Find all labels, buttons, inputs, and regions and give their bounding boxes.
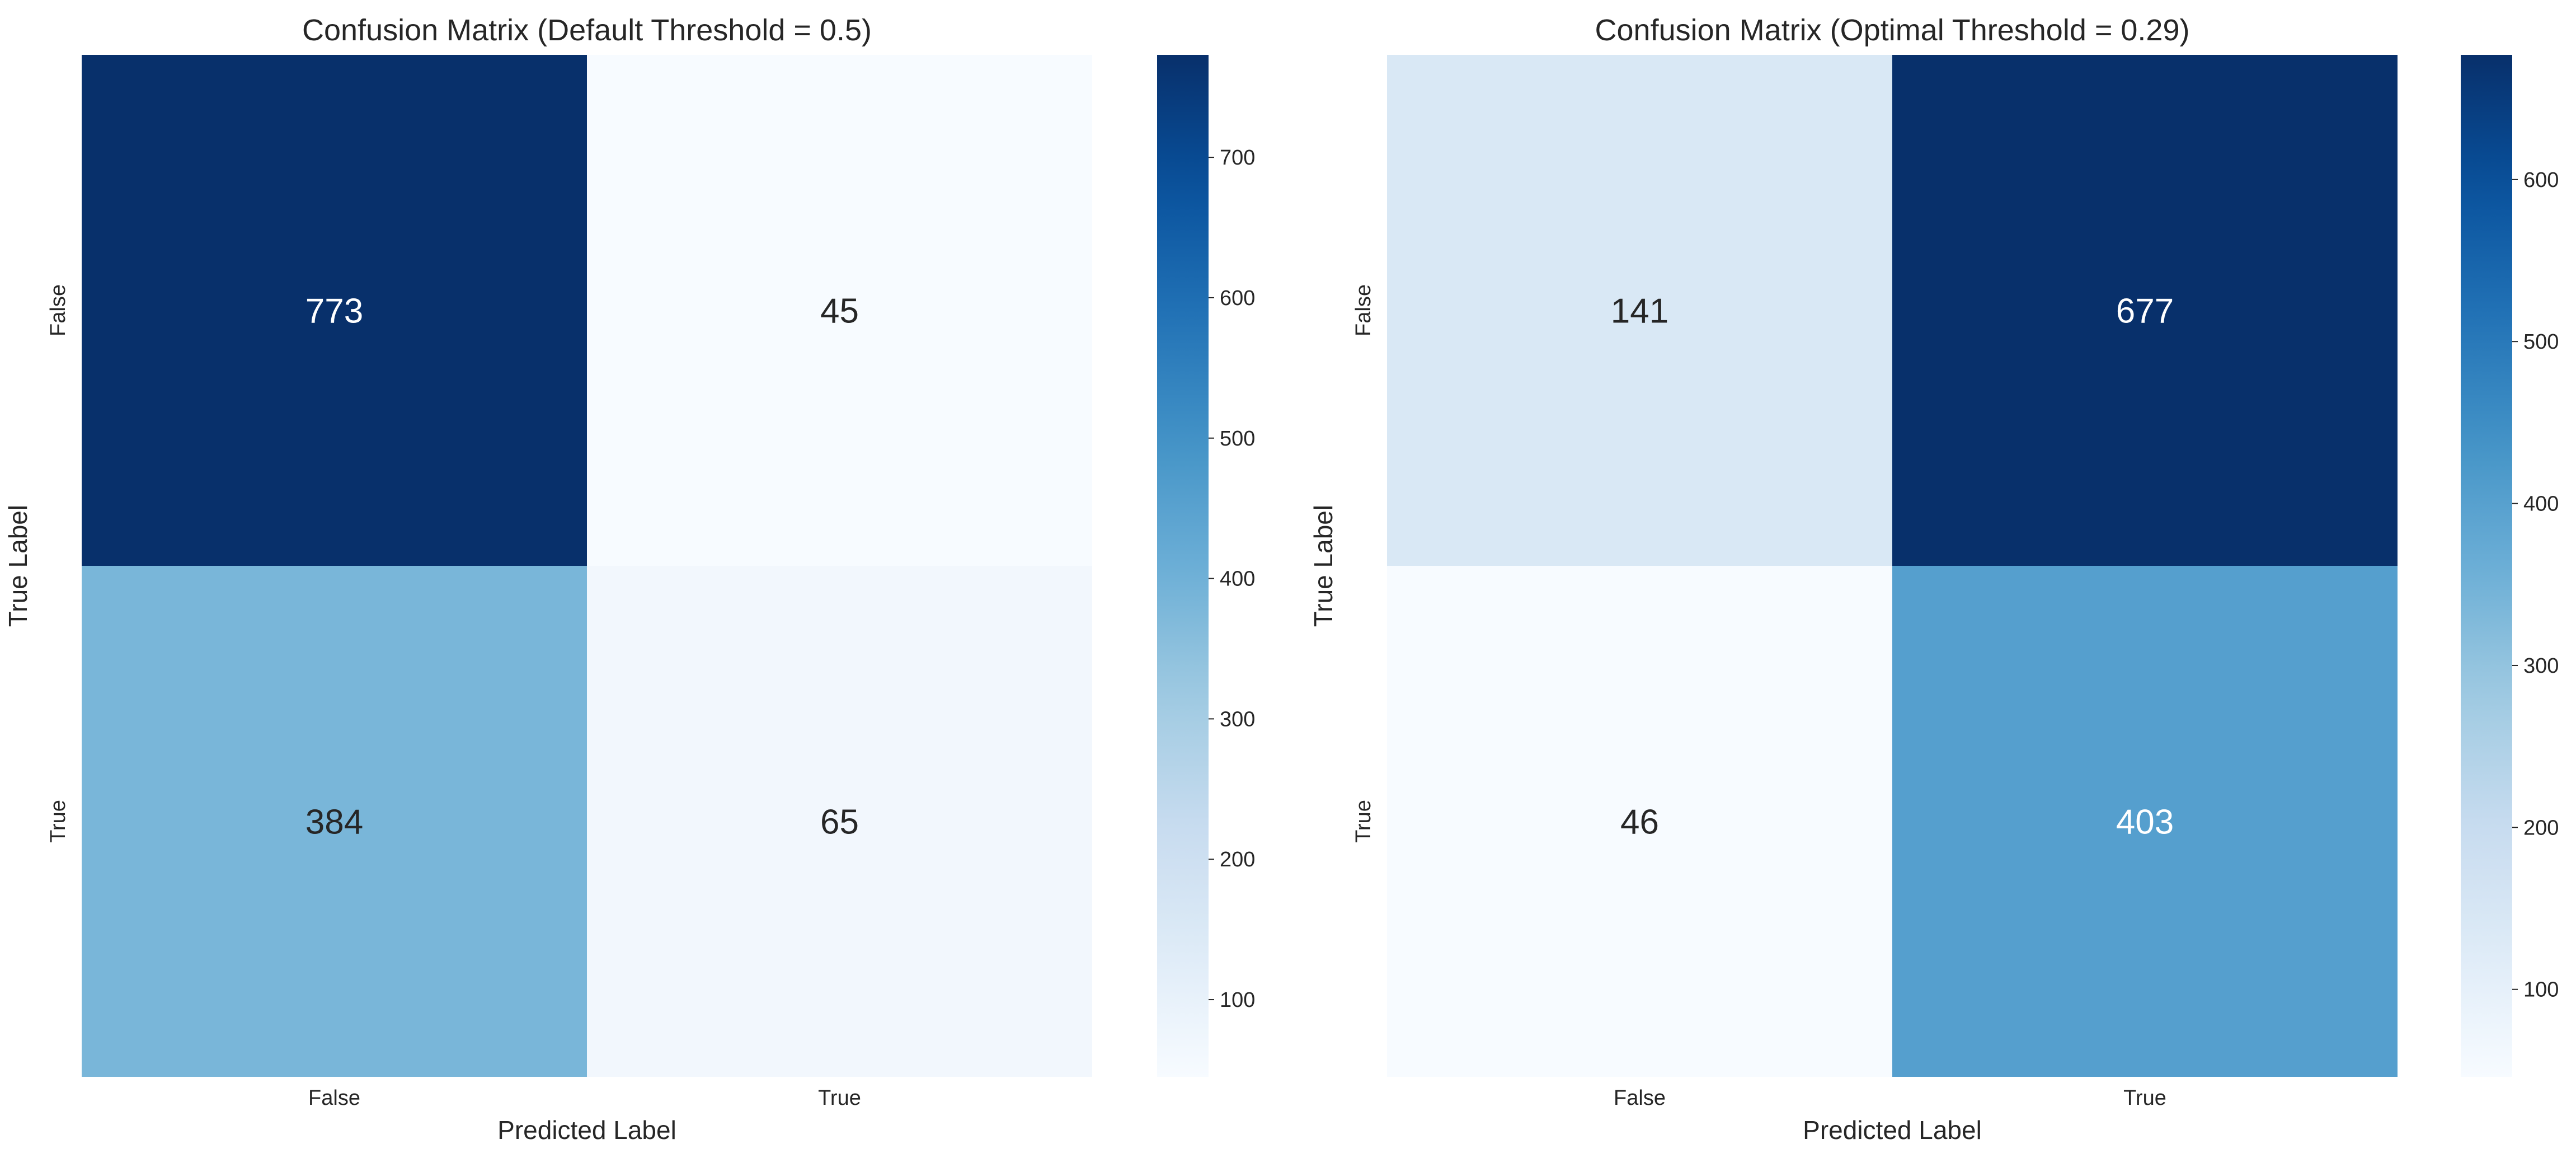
- y-tick-label: False: [1352, 284, 1375, 336]
- cell-value-label: 677: [2116, 292, 2174, 331]
- colorbar-tick-label: 200: [1220, 848, 1255, 871]
- colorbar-tick-label: 500: [1220, 427, 1255, 451]
- heatmap-panel-1: Confusion Matrix (Default Threshold = 0.…: [3, 13, 1255, 1145]
- colorbar: [1157, 55, 1209, 1077]
- heatmap-cell: [1892, 55, 2398, 566]
- chart-title: Confusion Matrix (Default Threshold = 0.…: [302, 13, 872, 47]
- y-axis-label: True Label: [1309, 505, 1338, 627]
- colorbar-tick-label: 600: [1220, 287, 1255, 310]
- x-axis-label: Predicted Label: [497, 1115, 676, 1145]
- x-tick-label: True: [2123, 1086, 2166, 1110]
- cell-value-label: 384: [305, 803, 363, 842]
- colorbar-tick-label: 400: [2523, 493, 2559, 516]
- heatmap-cell: [1387, 566, 1892, 1077]
- colorbar-tick-label: 300: [1220, 707, 1255, 731]
- cell-value-label: 46: [1620, 803, 1659, 842]
- cell-value-label: 45: [820, 292, 859, 331]
- colorbar-tick-label: 300: [2523, 654, 2559, 678]
- heatmap-cell: [1892, 566, 2398, 1077]
- heatmap-cell: [587, 55, 1092, 566]
- colorbar-tick-label: 100: [2523, 978, 2559, 1002]
- heatmap-cell: [587, 566, 1092, 1077]
- y-axis-label: True Label: [3, 505, 32, 627]
- colorbar-tick-label: 600: [2523, 168, 2559, 192]
- colorbar-tick-label: 100: [1220, 988, 1255, 1012]
- x-tick-label: False: [1614, 1086, 1666, 1110]
- colorbar-tick-label: 400: [1220, 568, 1255, 591]
- cell-value-label: 65: [820, 803, 859, 842]
- colorbar-tick-label: 200: [2523, 816, 2559, 840]
- y-tick-label: True: [46, 800, 70, 843]
- heatmap-panel-2: Confusion Matrix (Optimal Threshold = 0.…: [1309, 13, 2559, 1145]
- heatmap-cell: [82, 55, 587, 566]
- heatmap-cell: [1387, 55, 1892, 566]
- colorbar-tick-label: 700: [1220, 146, 1255, 170]
- cell-value-label: 773: [305, 292, 363, 331]
- y-tick-label: True: [1352, 800, 1375, 843]
- heatmap-cell: [82, 566, 587, 1077]
- cell-value-label: 141: [1611, 292, 1668, 331]
- colorbar-tick-label: 500: [2523, 330, 2559, 354]
- cell-value-label: 403: [2116, 803, 2174, 842]
- x-tick-label: True: [818, 1086, 861, 1110]
- chart-title: Confusion Matrix (Optimal Threshold = 0.…: [1595, 13, 2190, 47]
- x-axis-label: Predicted Label: [1803, 1115, 1982, 1145]
- x-tick-label: False: [308, 1086, 360, 1110]
- colorbar: [2461, 55, 2512, 1077]
- y-tick-label: False: [46, 284, 70, 336]
